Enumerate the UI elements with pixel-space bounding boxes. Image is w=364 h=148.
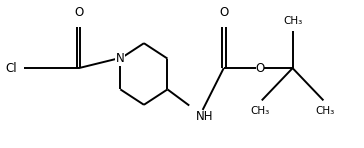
Text: Cl: Cl <box>5 62 17 75</box>
Text: NH: NH <box>195 110 213 123</box>
Text: O: O <box>255 62 265 75</box>
Text: O: O <box>219 6 228 19</box>
Text: CH₃: CH₃ <box>316 106 335 116</box>
Text: O: O <box>74 6 83 19</box>
Text: N: N <box>116 52 125 65</box>
Text: CH₃: CH₃ <box>250 106 270 116</box>
Text: CH₃: CH₃ <box>283 16 302 26</box>
